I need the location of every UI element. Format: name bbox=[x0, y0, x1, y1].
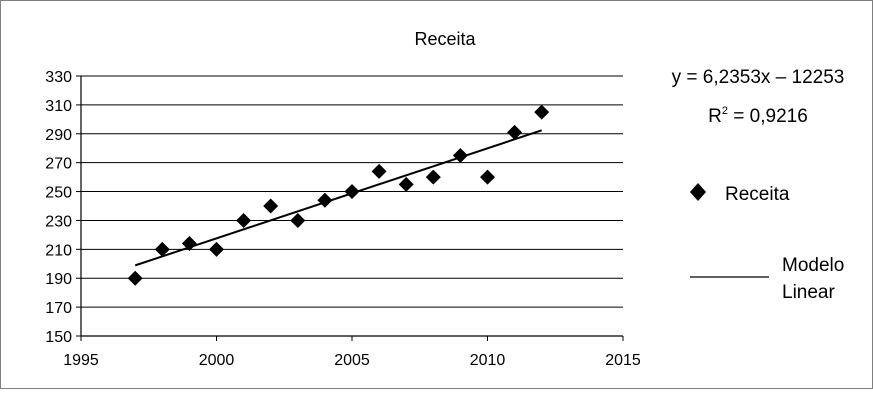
data-point-1997 bbox=[127, 270, 143, 286]
y-tick-labels: 150 170 190 210 230 250 270 290 310 330 bbox=[45, 69, 72, 346]
data-point-2002 bbox=[263, 198, 279, 214]
legend-marker-diamond bbox=[690, 183, 706, 201]
data-point-2004 bbox=[317, 192, 333, 208]
data-point-2005 bbox=[344, 184, 360, 200]
data-point-1999 bbox=[181, 236, 197, 252]
data-point-2008 bbox=[425, 169, 441, 185]
data-point-2003 bbox=[290, 212, 306, 228]
y-tick-label-190: 190 bbox=[45, 271, 72, 288]
y-tick-label-170: 170 bbox=[45, 300, 72, 317]
data-point-2009 bbox=[452, 147, 468, 163]
x-tick-label-2010: 2010 bbox=[470, 352, 506, 369]
y-tick-label-330: 330 bbox=[45, 69, 72, 86]
data-point-1998 bbox=[154, 241, 170, 257]
chart-title: Receita bbox=[414, 29, 476, 49]
x-tick-label-2000: 2000 bbox=[199, 352, 235, 369]
y-tick-label-150: 150 bbox=[45, 329, 72, 346]
data-point-2007 bbox=[398, 176, 414, 192]
x-tick-label-1995: 1995 bbox=[63, 352, 99, 369]
data-point-2001 bbox=[236, 212, 252, 228]
r-squared: R2 = 0,9216 bbox=[708, 105, 808, 127]
data-point-2006 bbox=[371, 163, 387, 179]
y-tick-label-270: 270 bbox=[45, 156, 72, 173]
data-points bbox=[127, 104, 550, 286]
trendline bbox=[134, 129, 543, 267]
legend-label-receita: Receita bbox=[725, 184, 790, 205]
y-tick-label-290: 290 bbox=[45, 127, 72, 144]
legend: Receita Modelo Linear bbox=[690, 183, 844, 303]
x-tick-label-2005: 2005 bbox=[334, 352, 370, 369]
trendline-equation: y = 6,2353x – 12253 bbox=[672, 67, 845, 88]
legend-label-linear: Linear bbox=[782, 282, 835, 303]
x-tick-label-2015: 2015 bbox=[605, 352, 641, 369]
y-tick-label-230: 230 bbox=[45, 213, 72, 230]
legend-label-modelo: Modelo bbox=[782, 255, 844, 276]
data-point-2012 bbox=[534, 104, 550, 120]
y-tick-label-210: 210 bbox=[45, 242, 72, 259]
x-tick-labels: 1995 2000 2005 2010 2015 bbox=[63, 352, 641, 369]
axes bbox=[76, 75, 624, 341]
y-tick-label-250: 250 bbox=[45, 185, 72, 202]
data-point-2010 bbox=[480, 169, 495, 185]
trendline-group bbox=[134, 129, 543, 267]
data-point-2000 bbox=[209, 241, 224, 257]
r-squared-exponent: 2 bbox=[722, 105, 728, 117]
y-tick-label-310: 310 bbox=[45, 98, 72, 115]
